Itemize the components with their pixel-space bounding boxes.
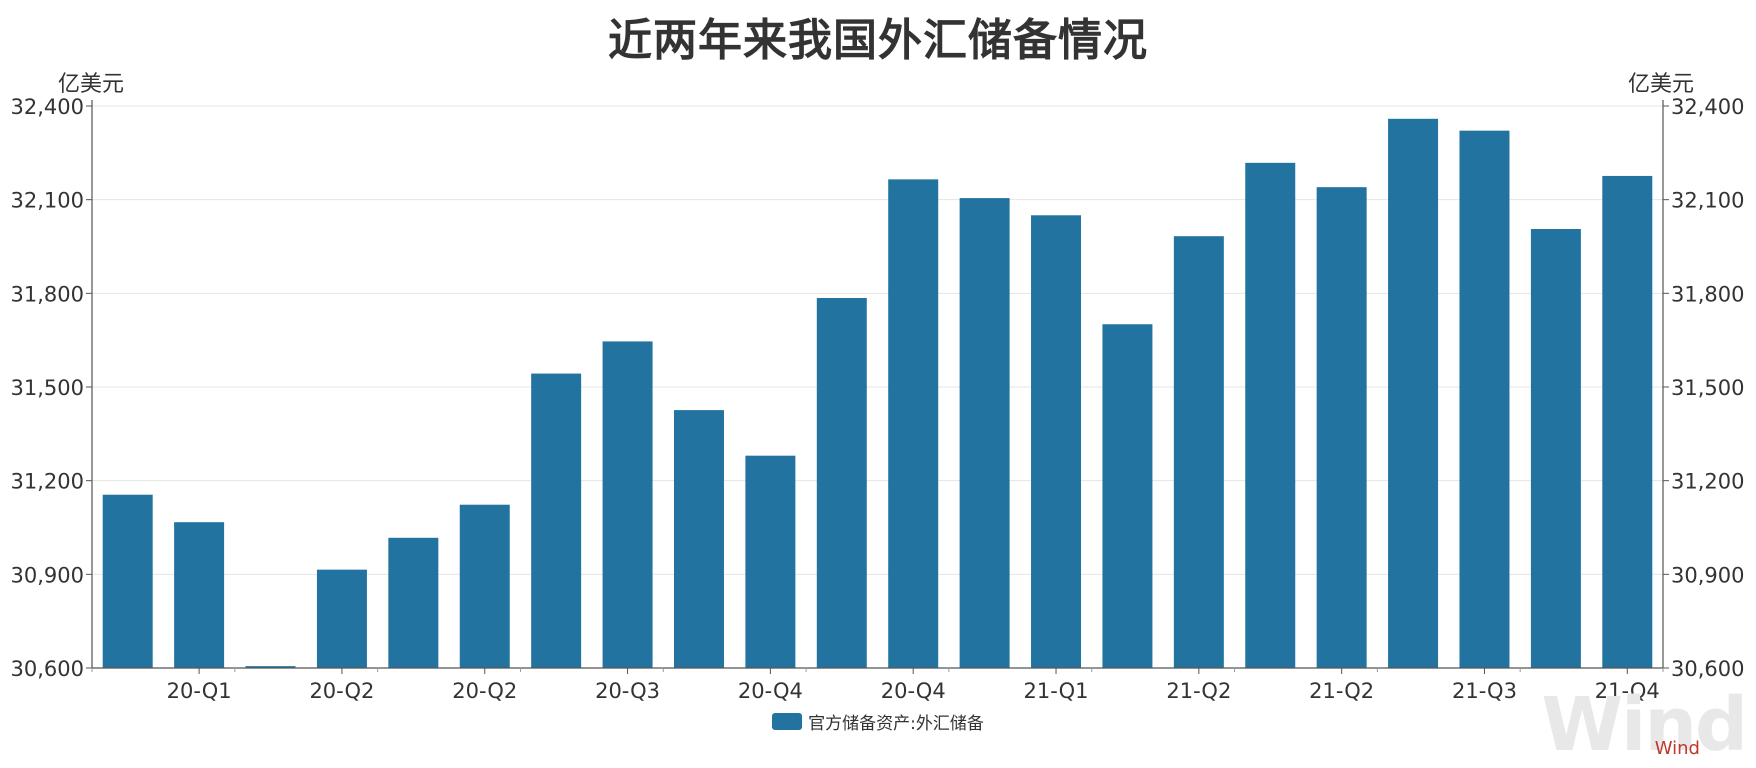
x-tick-label: 21-Q1	[1024, 679, 1089, 703]
bar	[602, 341, 653, 668]
bar	[459, 504, 510, 668]
y-tick-label-left: 32,400	[11, 95, 84, 119]
x-tick-label: 21-Q4	[1595, 679, 1660, 703]
x-tick-label: 20-Q1	[167, 679, 232, 703]
bar	[673, 410, 724, 668]
bar	[816, 298, 867, 668]
x-tick-label: 20-Q2	[309, 679, 374, 703]
chart-title: 近两年来我国外汇储备情况	[608, 15, 1148, 66]
bar	[388, 537, 439, 668]
bars	[102, 118, 1653, 669]
bar	[1459, 130, 1510, 669]
bar	[245, 666, 296, 668]
y-tick-label-left: 31,200	[11, 470, 84, 494]
bar	[1173, 236, 1224, 669]
y-axis-unit-right: 亿美元	[1627, 72, 1694, 97]
y-tick-label-right: 32,100	[1671, 189, 1744, 213]
bar	[1530, 229, 1581, 668]
x-tick-label: 20-Q4	[881, 679, 946, 703]
bar	[1602, 175, 1653, 668]
bar	[888, 179, 939, 668]
y-axis-unit-left: 亿美元	[58, 72, 125, 97]
watermark-text: Wind	[1654, 738, 1700, 759]
legend-swatch	[772, 713, 803, 730]
y-tick-label-left: 30,600	[11, 657, 84, 681]
x-tick-label: 20-Q2	[452, 679, 517, 703]
x-tick-label: 21-Q3	[1452, 679, 1517, 703]
y-tick-label-right: 31,500	[1671, 376, 1744, 400]
bar	[1031, 215, 1082, 668]
axes: 30,600 30,600 30,900 30,900 31,200 31,200 31,5…	[11, 95, 1745, 703]
x-tick-label: 20-Q3	[595, 679, 660, 703]
bar	[959, 198, 1010, 668]
x-tick-label: 20-Q4	[738, 679, 803, 703]
legend-label: 官方储备资产:外汇储备	[808, 714, 984, 734]
y-tick-label-right: 30,900	[1671, 563, 1744, 587]
y-tick-label-left: 31,800	[11, 282, 84, 306]
bar	[1316, 187, 1367, 668]
legend[interactable]: 官方储备资产:外汇储备	[0, 709, 1756, 734]
x-tick-label: 21-Q2	[1166, 679, 1231, 703]
y-tick-label-left: 32,100	[11, 189, 84, 213]
y-tick-label-left: 31,500	[11, 376, 84, 400]
bar	[745, 455, 796, 668]
bar	[1388, 118, 1439, 669]
y-tick-label-left: 30,900	[11, 563, 84, 587]
bar	[174, 522, 225, 668]
y-tick-label-right: 30,600	[1671, 657, 1744, 681]
bar	[1245, 162, 1296, 668]
watermark-logo: Wind	[1541, 682, 1748, 768]
bar	[1102, 324, 1153, 668]
bar	[102, 494, 153, 668]
y-tick-label-right: 31,800	[1671, 282, 1744, 306]
x-tick-label: 21-Q2	[1309, 679, 1374, 703]
bar	[531, 373, 582, 668]
y-tick-label-right: 31,200	[1671, 470, 1744, 494]
bar	[316, 569, 367, 668]
y-tick-label-right: 32,400	[1671, 95, 1744, 119]
